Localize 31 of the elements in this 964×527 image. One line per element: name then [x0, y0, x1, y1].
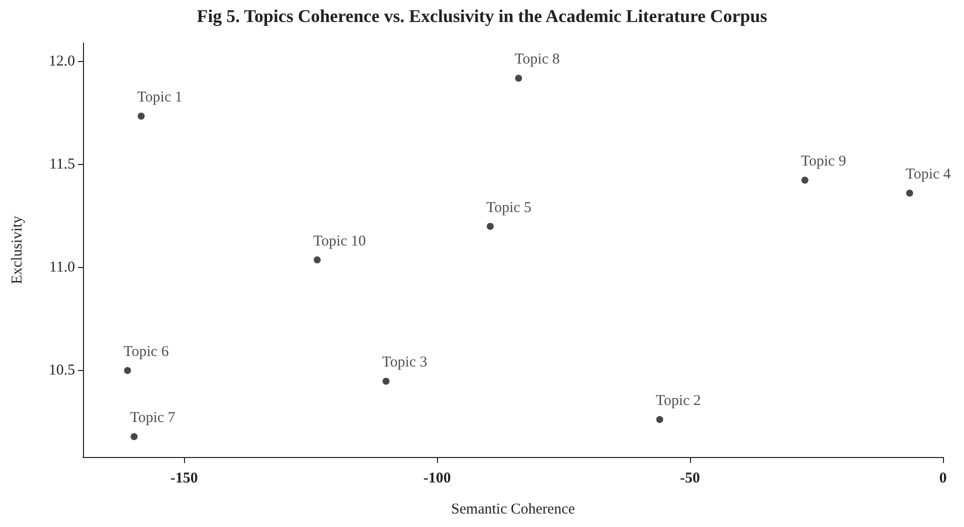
point [515, 74, 522, 82]
point [124, 366, 132, 374]
annotation: Topic 10 [313, 233, 366, 250]
x-tick-label: -100 [423, 470, 451, 486]
point [486, 222, 494, 230]
annotation: Topic 7 [130, 410, 176, 426]
point [382, 378, 390, 385]
annotation: Topic 1 [137, 90, 182, 106]
x-tick-label: -50 [680, 470, 700, 486]
point [906, 190, 914, 197]
x-tick-label: -150 [170, 470, 198, 486]
y-tick-label: 11.0 [49, 260, 75, 276]
annotation: Topic 6 [124, 344, 170, 360]
y-tick-label: 12.0 [48, 54, 75, 70]
point [138, 112, 145, 120]
annotation: Topic 2 [656, 393, 701, 410]
y-tick-label: 10.5 [48, 362, 75, 378]
point [130, 433, 138, 440]
annotation: Topic 8 [514, 52, 560, 68]
annotation: Topic 4 [906, 166, 952, 183]
annotation: Topic 3 [382, 354, 428, 371]
chart-title: Fig 5. Topics Coherence vs. Exclusivity in the Academic Literature Corpus [196, 6, 768, 26]
point [314, 256, 321, 264]
point [656, 416, 664, 424]
y-axis-title: Exclusivity [10, 215, 26, 284]
point [801, 176, 808, 184]
y-tick-label: 11.5 [49, 156, 75, 173]
x-axis-title: Semantic Coherence [451, 502, 576, 518]
x-tick-label: 0 [939, 470, 947, 486]
annotation: Topic 9 [800, 154, 846, 170]
annotation: Topic 5 [486, 200, 532, 216]
